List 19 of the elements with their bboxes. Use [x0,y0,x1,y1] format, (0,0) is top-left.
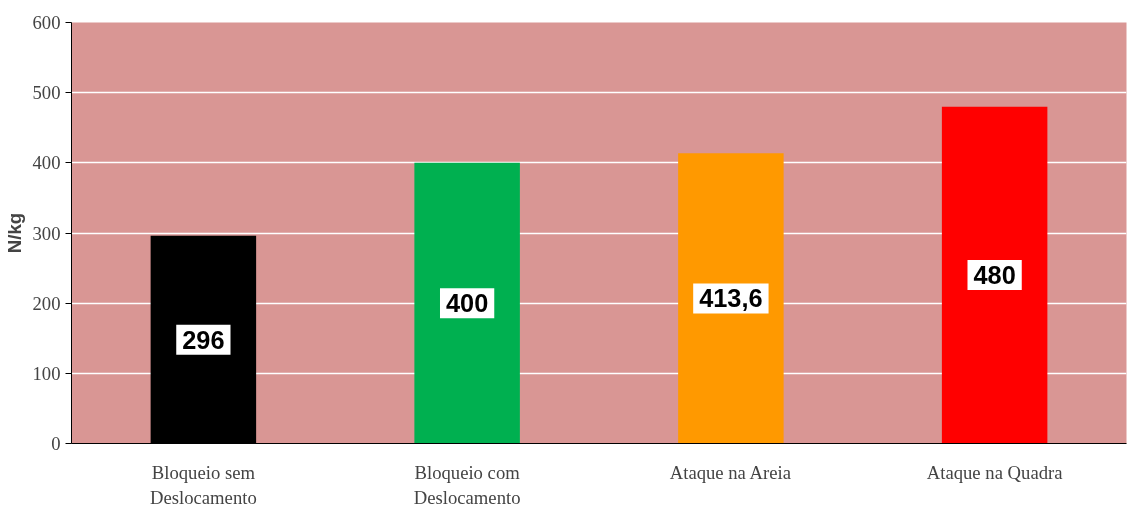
y-tick-label: 500 [32,82,61,104]
data-label: 413,6 [699,284,763,313]
data-label: 400 [446,289,489,318]
x-tick-label: Bloqueio sem Deslocamento [150,461,257,508]
y-tick-label: 600 [32,12,61,33]
y-tick-label: 100 [32,362,61,384]
x-tick-label: Bloqueio com Deslocamento [413,461,521,508]
data-label: 480 [973,261,1016,290]
x-tick-label: Ataque na Areia [669,461,792,483]
y-axis-title: N/kg [3,212,25,254]
y-tick-label: 300 [32,222,61,244]
bar [414,162,520,444]
bar [678,153,784,444]
y-tick-label: 200 [32,292,61,314]
y-tick-label: 0 [51,433,61,454]
bar [941,106,1048,444]
data-label: 296 [182,325,225,354]
x-tick-label: Ataque na Quadra [926,461,1064,483]
y-tick-label: 400 [32,152,61,174]
